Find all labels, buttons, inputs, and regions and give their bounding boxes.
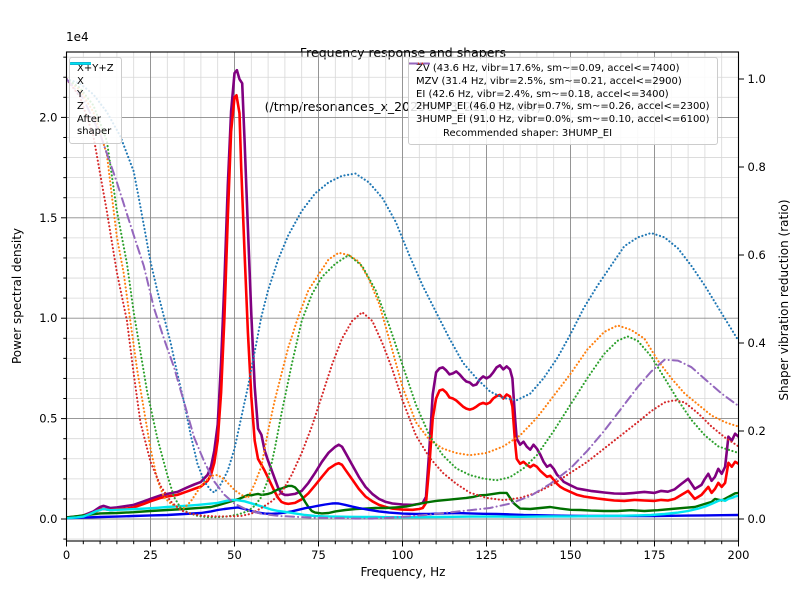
y-axis-offset-label: 1e4 (66, 30, 89, 44)
legend-item-mzv: MZV (31.4 Hz, vibr=2.5%, sm~=0.21, accel… (409, 62, 710, 88)
legend-line-swatch (70, 62, 91, 65)
legend-recommended-shaper: Recommended shaper: 3HUMP_EI (443, 127, 613, 139)
series-mzv-curve (66, 77, 739, 510)
legend-item-label: X+Y+Z (77, 63, 114, 74)
legend-item-label: 2HUMP_EI (46.0 Hz, vibr=0.7%, sm~=0.26, … (416, 101, 710, 113)
x-tick-label: 175 (644, 548, 666, 562)
legend-item-zv: ZV (43.6 Hz, vibr=17.6%, sm~=0.09, accel… (409, 62, 710, 75)
legend-item-z: Z (70, 62, 114, 113)
legend-item-ei: EI (42.6 Hz, vibr=2.4%, sm~=0.18, accel<… (409, 62, 710, 101)
legend-item-label: EI (42.6 Hz, vibr=2.4%, sm~=0.18, accel<… (416, 88, 669, 100)
legend-item-after-shaper: After shaper (70, 62, 114, 138)
legend-item-x: X (70, 62, 114, 88)
y-right-tick-label: 0.2 (748, 424, 766, 438)
tick-marks (61, 56, 744, 547)
y-axis-label: Power spectral density (10, 227, 24, 365)
series-x-curve (66, 94, 739, 520)
legend-psd: X+Y+Z X Y Z After shaper (69, 57, 122, 144)
legend-item-label: X (77, 75, 84, 87)
y-right-tick-label: 0.8 (748, 160, 766, 174)
legend-item-y: Y (70, 62, 114, 101)
legend-item-label: 3HUMP_EI (91.0 Hz, vibr=0.0%, sm~=0.10, … (416, 114, 710, 126)
legend-item-2hump-ei: 2HUMP_EI (46.0 Hz, vibr=0.7%, sm~=0.26, … (409, 62, 710, 113)
legend-item-3hump-ei: 3HUMP_EI (91.0 Hz, vibr=0.0%, sm~=0.10, … (409, 62, 710, 126)
x-tick-label: 50 (227, 548, 242, 562)
legend-item-label: Z (77, 101, 84, 113)
legend-item-label: ZV (43.6 Hz, vibr=17.6%, sm~=0.09, accel… (416, 63, 680, 74)
y-right-tick-label: 1.0 (748, 72, 766, 86)
tick-labels: 0 25 50 75 100 125 150 175 200 0.0 0.5 1.0 1.5 2.0 0.0… (39, 72, 766, 562)
y-left-tick-label: 2.0 (39, 110, 57, 124)
y-left-tick-label: 1.0 (39, 311, 57, 325)
legend-item-label: Y (77, 88, 84, 100)
x-tick-label: 200 (728, 548, 750, 562)
legend-item-label: MZV (31.4 Hz, vibr=2.5%, sm~=0.21, accel… (416, 75, 682, 87)
series-zv-curve (66, 77, 739, 494)
y2-axis-label: Shaper vibration reduction (ratio) (777, 199, 791, 401)
legend-item-label: After shaper (77, 114, 112, 137)
x-tick-label: 25 (143, 548, 158, 562)
x-tick-label: 0 (63, 548, 70, 562)
legend-line-swatch (409, 62, 430, 65)
x-axis-label: Frequency, Hz (360, 565, 446, 579)
curves (66, 68, 739, 520)
y-right-tick-label: 0.6 (748, 248, 766, 262)
y-left-tick-label: 0.5 (39, 412, 57, 426)
x-tick-label: 75 (311, 548, 326, 562)
y-left-tick-label: 1.5 (39, 211, 57, 225)
y-left-tick-label: 0.0 (39, 512, 57, 526)
series-3hump-ei-curve (66, 78, 739, 520)
y-right-tick-label: 0.0 (748, 512, 766, 526)
x-tick-label: 100 (392, 548, 414, 562)
series-after-shaper-curve (66, 494, 739, 520)
y-right-tick-label: 0.4 (748, 336, 766, 350)
series-2hump-ei-curve (66, 77, 739, 518)
x-tick-label: 150 (560, 548, 582, 562)
x-tick-label: 125 (476, 548, 498, 562)
legend-shapers: ZV (43.6 Hz, vibr=17.6%, sm~=0.09, accel… (408, 57, 718, 145)
